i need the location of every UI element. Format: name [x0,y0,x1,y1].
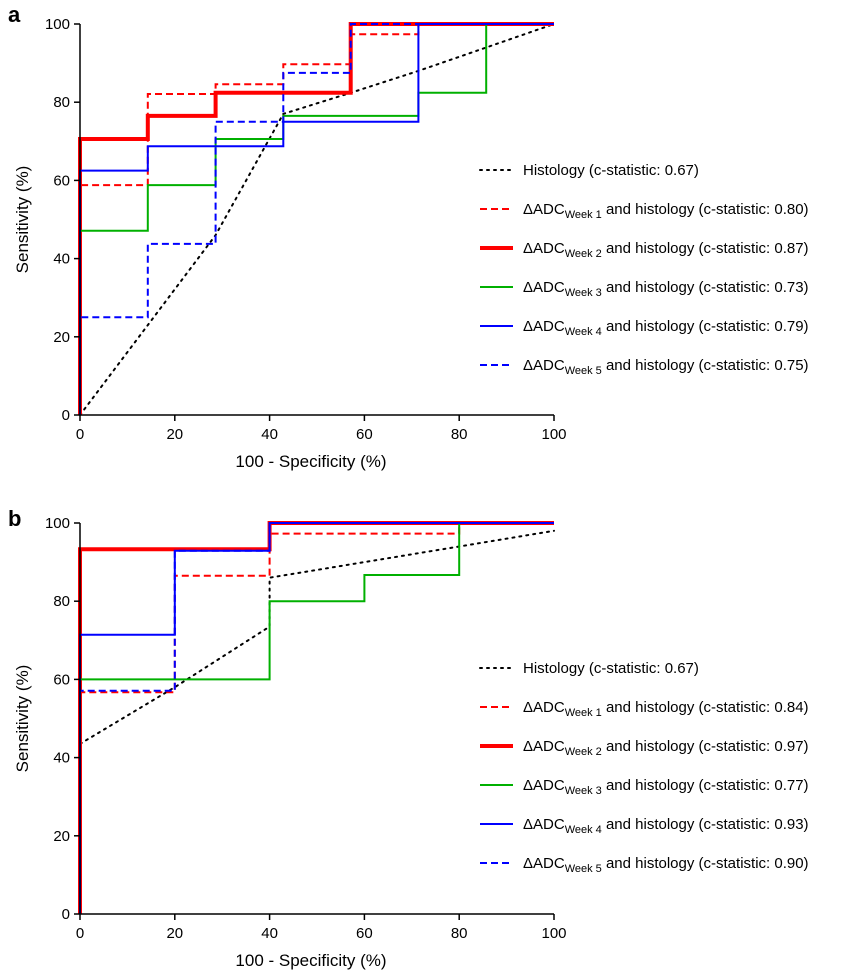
legend-label-1: Histology (c-statistic: 0.67) [523,162,699,179]
legend-label-main: ΔADC [523,279,565,296]
legend-label-subscript: Week 1 [565,209,602,221]
x-tick-label: 0 [76,925,84,942]
roc-series-6 [79,23,554,415]
legend-label-rest: and histology (c-statistic: 0.73) [602,279,809,296]
legend-label-rest: and histology (c-statistic: 0.77) [602,777,809,794]
legend-label-4: ΔADCWeek 3 and histology (c-statistic: 0… [523,279,809,299]
legend-label-subscript: Week 4 [565,824,602,836]
legend-label-subscript: Week 3 [565,785,602,797]
legend-label-2: ΔADCWeek 1 and histology (c-statistic: 0… [523,201,809,221]
x-tick-label: 80 [451,426,468,443]
legend-label-main: ΔADC [523,240,565,257]
roc-series-4 [79,522,554,914]
legend-label-6: ΔADCWeek 5 and histology (c-statistic: 0… [523,855,809,875]
y-tick-label: 60 [53,172,70,189]
legend-label-6: ΔADCWeek 5 and histology (c-statistic: 0… [523,357,809,377]
y-tick-label: 40 [53,750,70,767]
x-tick-label: 40 [261,426,278,443]
y-axis-title: Sensitivity (%) [13,665,32,773]
legend-label-rest: and histology (c-statistic: 0.97) [602,738,809,755]
y-tick-label: 20 [53,329,70,346]
y-tick-label: 0 [62,407,70,424]
x-tick-label: 60 [356,925,373,942]
legend-label-rest: and histology (c-statistic: 0.80) [602,201,809,218]
legend-label-3: ΔADCWeek 2 and histology (c-statistic: 0… [523,738,809,758]
legend-label-rest: and histology (c-statistic: 0.90) [602,855,809,872]
roc-series-3 [78,521,554,914]
y-tick-label: 0 [62,906,70,923]
legend-label-subscript: Week 2 [565,248,602,260]
legend-label-rest: and histology (c-statistic: 0.79) [602,318,809,335]
legend-label-main: ΔADC [523,738,565,755]
y-tick-label: 20 [53,828,70,845]
x-tick-label: 60 [356,426,373,443]
roc-series-5 [79,23,554,415]
legend-label-5: ΔADCWeek 4 and histology (c-statistic: 0… [523,816,809,836]
x-axis-title: 100 - Specificity (%) [235,951,386,970]
roc-series-2 [79,522,554,914]
legend-label-main: Histology (c-statistic: 0.67) [523,162,699,179]
legend-label-4: ΔADCWeek 3 and histology (c-statistic: 0… [523,777,809,797]
x-tick-label: 20 [166,426,183,443]
y-tick-label: 80 [53,593,70,610]
legend-label-subscript: Week 5 [565,863,602,875]
roc-series-4 [79,23,554,415]
panel-label: a [8,2,21,27]
y-tick-label: 40 [53,251,70,268]
legend-label-2: ΔADCWeek 1 and histology (c-statistic: 0… [523,699,809,719]
legend-label-subscript: Week 5 [565,365,602,377]
legend-label-rest: and histology (c-statistic: 0.87) [602,240,809,257]
legend-label-subscript: Week 4 [565,326,602,338]
x-tick-label: 0 [76,426,84,443]
roc-series-6 [79,522,554,914]
legend-label-subscript: Week 1 [565,707,602,719]
chart-panel-a: a 0 20 40 60 80 100 0 20 40 60 80 100 100 - Specifici… [8,2,809,471]
roc-series-1 [79,23,555,416]
y-tick-label: 100 [45,515,70,532]
roc-series-1 [79,529,555,745]
legend-label-rest: and histology (c-statistic: 0.84) [602,699,809,716]
legend: Histology (c-statistic: 0.67) ΔADCWeek 1 … [479,162,809,377]
legend-label-subscript: Week 2 [565,746,602,758]
x-axis-title: 100 - Specificity (%) [235,452,386,471]
legend-label-subscript: Week 3 [565,287,602,299]
legend-label-main: ΔADC [523,357,565,374]
x-tick-label: 20 [166,925,183,942]
x-tick-label: 40 [261,925,278,942]
legend-label-main: ΔADC [523,777,565,794]
y-tick-label: 100 [45,16,70,33]
legend-label-3: ΔADCWeek 2 and histology (c-statistic: 0… [523,240,809,260]
legend-label-5: ΔADCWeek 4 and histology (c-statistic: 0… [523,318,809,338]
legend: Histology (c-statistic: 0.67) ΔADCWeek 1 … [479,660,809,875]
legend-label-main: ΔADC [523,855,565,872]
legend-label-main: ΔADC [523,699,565,716]
legend-label-rest: and histology (c-statistic: 0.75) [602,357,809,374]
x-tick-label: 100 [541,426,566,443]
chart-panel-b: b 0 20 40 60 80 100 0 20 40 60 80 100 100 - Specifici… [8,506,809,970]
x-tick-label: 80 [451,925,468,942]
legend-label-main: Histology (c-statistic: 0.67) [523,660,699,677]
roc-series-3 [78,22,554,415]
legend-label-main: ΔADC [523,201,565,218]
y-tick-label: 80 [53,94,70,111]
y-tick-label: 60 [53,671,70,688]
legend-label-rest: and histology (c-statistic: 0.93) [602,816,809,833]
roc-series-5 [79,522,554,914]
roc-series-2 [79,23,554,415]
y-axis-title: Sensitivity (%) [13,166,32,274]
x-tick-label: 100 [541,925,566,942]
legend-label-main: ΔADC [523,816,565,833]
legend-label-1: Histology (c-statistic: 0.67) [523,660,699,677]
legend-label-main: ΔADC [523,318,565,335]
panel-label: b [8,506,21,531]
